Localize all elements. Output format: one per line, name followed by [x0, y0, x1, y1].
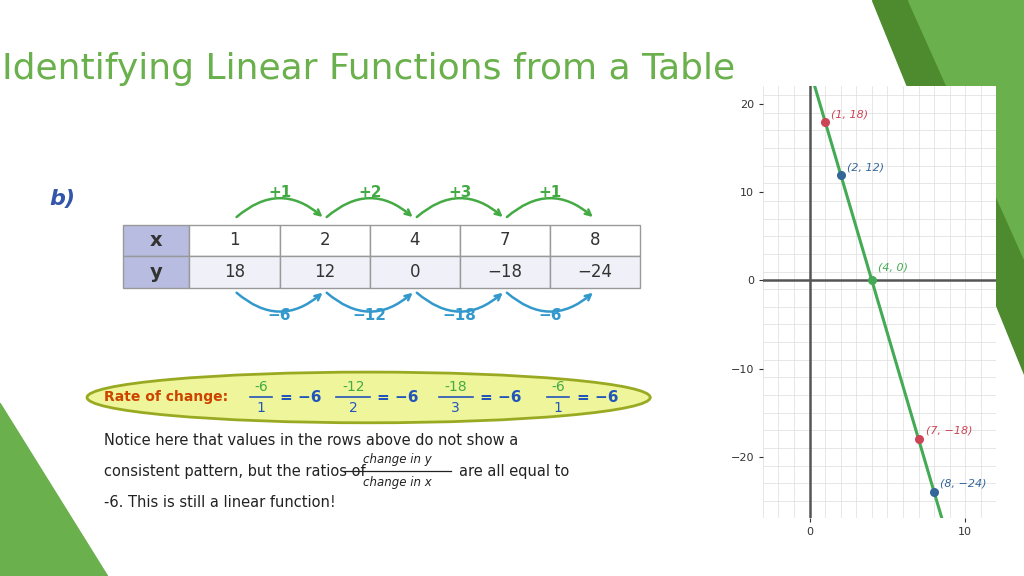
- Text: −18: −18: [487, 263, 522, 281]
- Bar: [460, 225, 550, 256]
- Text: (1, 18): (1, 18): [831, 109, 868, 120]
- Text: -6. This is still a linear function!: -6. This is still a linear function!: [104, 495, 336, 510]
- Bar: [189, 256, 280, 288]
- Text: Identifying Linear Functions from a Table: Identifying Linear Functions from a Tabl…: [2, 52, 735, 86]
- Text: 2: 2: [319, 232, 330, 249]
- Text: +1: +1: [268, 185, 291, 200]
- Text: 1: 1: [554, 400, 562, 415]
- Text: −12: −12: [352, 308, 387, 323]
- Bar: [550, 225, 640, 256]
- Bar: [370, 256, 460, 288]
- Text: −18: −18: [442, 308, 477, 323]
- Text: consistent pattern, but the ratios of: consistent pattern, but the ratios of: [104, 464, 366, 479]
- Text: 3: 3: [452, 400, 460, 415]
- Bar: [280, 256, 370, 288]
- Text: Notice here that values in the rows above do not show a: Notice here that values in the rows abov…: [104, 433, 519, 448]
- Text: 8: 8: [590, 232, 600, 249]
- Text: 7: 7: [500, 232, 510, 249]
- Text: 18: 18: [224, 263, 245, 281]
- Text: 4: 4: [410, 232, 420, 249]
- Bar: [460, 256, 550, 288]
- Text: = −6: = −6: [377, 390, 419, 405]
- Polygon shape: [872, 0, 1024, 374]
- Text: Rate of change:: Rate of change:: [104, 391, 228, 404]
- Text: x: x: [150, 231, 163, 250]
- Text: +1: +1: [539, 185, 561, 200]
- Text: = −6: = −6: [280, 390, 322, 405]
- Text: 12: 12: [314, 263, 335, 281]
- Text: -6: -6: [551, 380, 565, 395]
- Polygon shape: [0, 403, 108, 576]
- Text: −6: −6: [539, 308, 561, 323]
- Bar: [189, 225, 280, 256]
- Text: = −6: = −6: [479, 390, 521, 405]
- Text: +2: +2: [358, 185, 381, 200]
- Text: +3: +3: [449, 185, 471, 200]
- Text: 2: 2: [349, 400, 357, 415]
- Text: (8, −24): (8, −24): [940, 478, 987, 488]
- Text: change in x: change in x: [362, 476, 432, 489]
- Text: -12: -12: [342, 380, 365, 395]
- Text: are all equal to: are all equal to: [459, 464, 569, 479]
- Ellipse shape: [87, 372, 650, 423]
- Bar: [123, 256, 189, 288]
- Text: 0: 0: [410, 263, 420, 281]
- Text: = −6: = −6: [577, 390, 618, 405]
- Text: b): b): [49, 189, 75, 209]
- Text: -18: -18: [444, 380, 467, 395]
- Bar: [280, 225, 370, 256]
- Text: change in y: change in y: [362, 453, 432, 466]
- Text: -6: -6: [254, 380, 268, 395]
- Text: 1: 1: [229, 232, 240, 249]
- Text: −6: −6: [268, 308, 291, 323]
- Text: y: y: [150, 263, 163, 282]
- Text: 1: 1: [257, 400, 265, 415]
- Bar: [370, 225, 460, 256]
- Bar: [123, 225, 189, 256]
- Polygon shape: [908, 0, 1024, 259]
- Text: (4, 0): (4, 0): [878, 262, 908, 272]
- Text: −24: −24: [578, 263, 612, 281]
- Text: (2, 12): (2, 12): [847, 162, 884, 172]
- Text: (7, −18): (7, −18): [927, 425, 973, 435]
- Bar: [550, 256, 640, 288]
